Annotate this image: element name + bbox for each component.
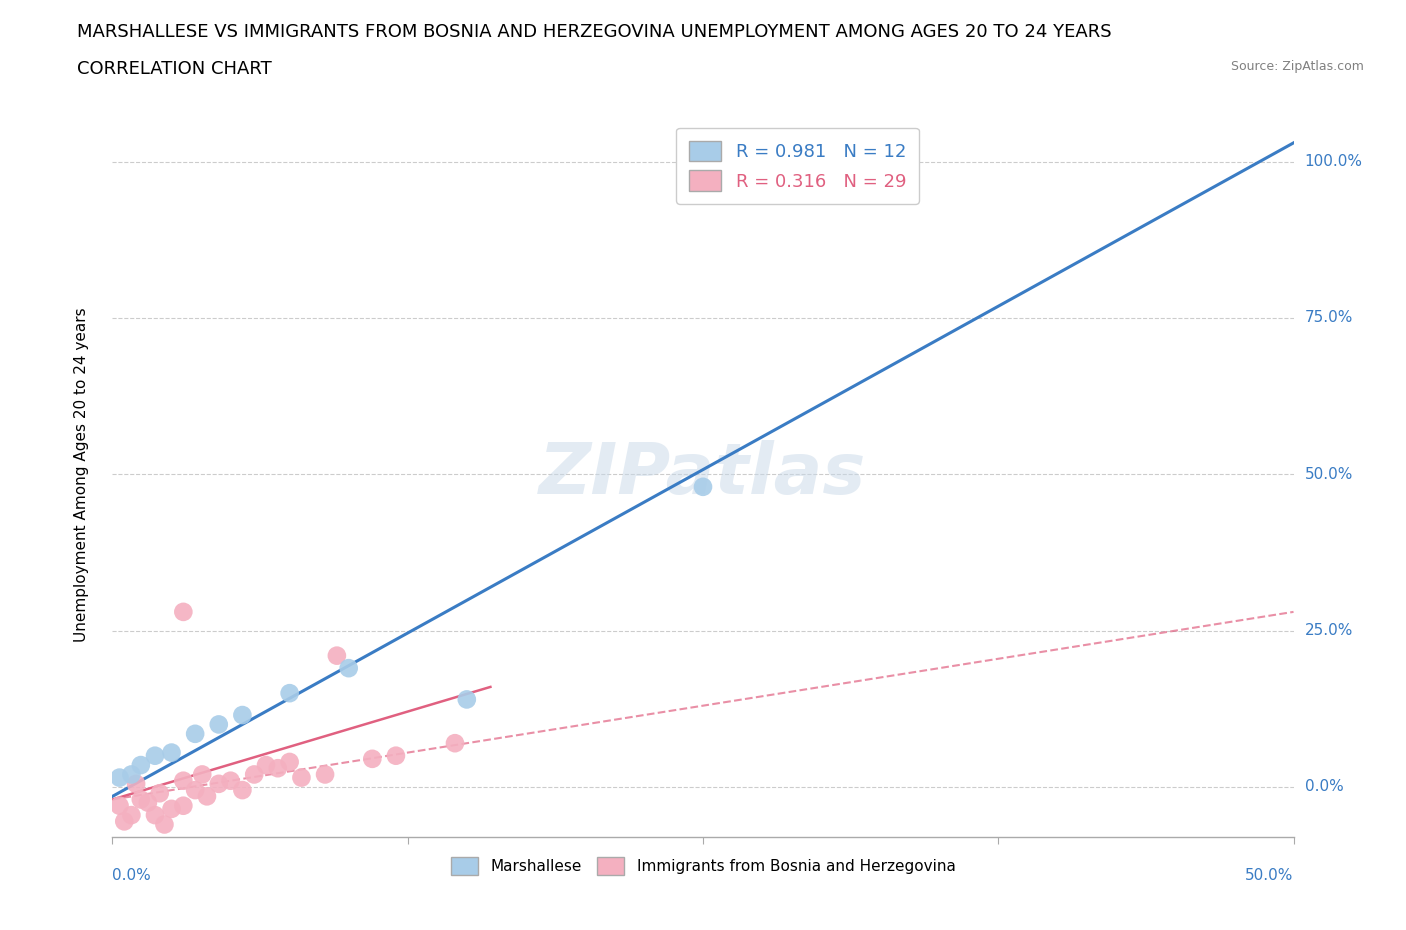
Point [160, 745, 183, 760]
Point [444, 736, 467, 751]
Point [184, 783, 207, 798]
Point [231, 708, 253, 723]
Point [136, 795, 159, 810]
Point [337, 660, 360, 675]
Text: 50.0%: 50.0% [1246, 868, 1294, 883]
Point [385, 749, 408, 764]
Point [456, 692, 478, 707]
Point [108, 770, 131, 785]
Point [231, 783, 253, 798]
Point [108, 798, 131, 813]
Point [153, 817, 176, 832]
Point [191, 767, 214, 782]
Text: 0.0%: 0.0% [112, 868, 152, 883]
Point [149, 786, 172, 801]
Y-axis label: Unemployment Among Ages 20 to 24 years: Unemployment Among Ages 20 to 24 years [75, 307, 89, 642]
Text: 75.0%: 75.0% [1305, 311, 1353, 325]
Point [129, 758, 152, 773]
Point [125, 777, 148, 791]
Text: 25.0%: 25.0% [1305, 623, 1353, 638]
Point [195, 789, 218, 804]
Point [243, 767, 266, 782]
Point [120, 767, 142, 782]
Point [208, 717, 231, 732]
Point [290, 770, 312, 785]
Point [361, 751, 384, 766]
Point [278, 754, 301, 769]
Text: 100.0%: 100.0% [1305, 154, 1362, 169]
Text: MARSHALLESE VS IMMIGRANTS FROM BOSNIA AND HERZEGOVINA UNEMPLOYMENT AMONG AGES 20: MARSHALLESE VS IMMIGRANTS FROM BOSNIA AN… [77, 23, 1112, 41]
Text: 50.0%: 50.0% [1305, 467, 1353, 482]
Point [172, 773, 194, 788]
Text: CORRELATION CHART: CORRELATION CHART [77, 60, 273, 78]
Text: Source: ZipAtlas.com: Source: ZipAtlas.com [1230, 60, 1364, 73]
Point [692, 479, 714, 494]
Point [143, 749, 166, 764]
Point [184, 726, 207, 741]
Point [172, 798, 194, 813]
Point [112, 814, 135, 829]
Point [143, 807, 166, 822]
Text: ZIPatlas: ZIPatlas [540, 440, 866, 509]
Point [172, 604, 194, 619]
Point [278, 685, 301, 700]
Point [314, 767, 336, 782]
Legend: Marshallese, Immigrants from Bosnia and Herzegovina: Marshallese, Immigrants from Bosnia and … [441, 848, 965, 884]
Point [326, 648, 349, 663]
Point [129, 792, 152, 807]
Point [160, 802, 183, 817]
Text: 0.0%: 0.0% [1305, 779, 1343, 794]
Point [120, 807, 142, 822]
Point [267, 761, 290, 776]
Point [254, 758, 277, 773]
Point [208, 777, 231, 791]
Point [219, 773, 242, 788]
